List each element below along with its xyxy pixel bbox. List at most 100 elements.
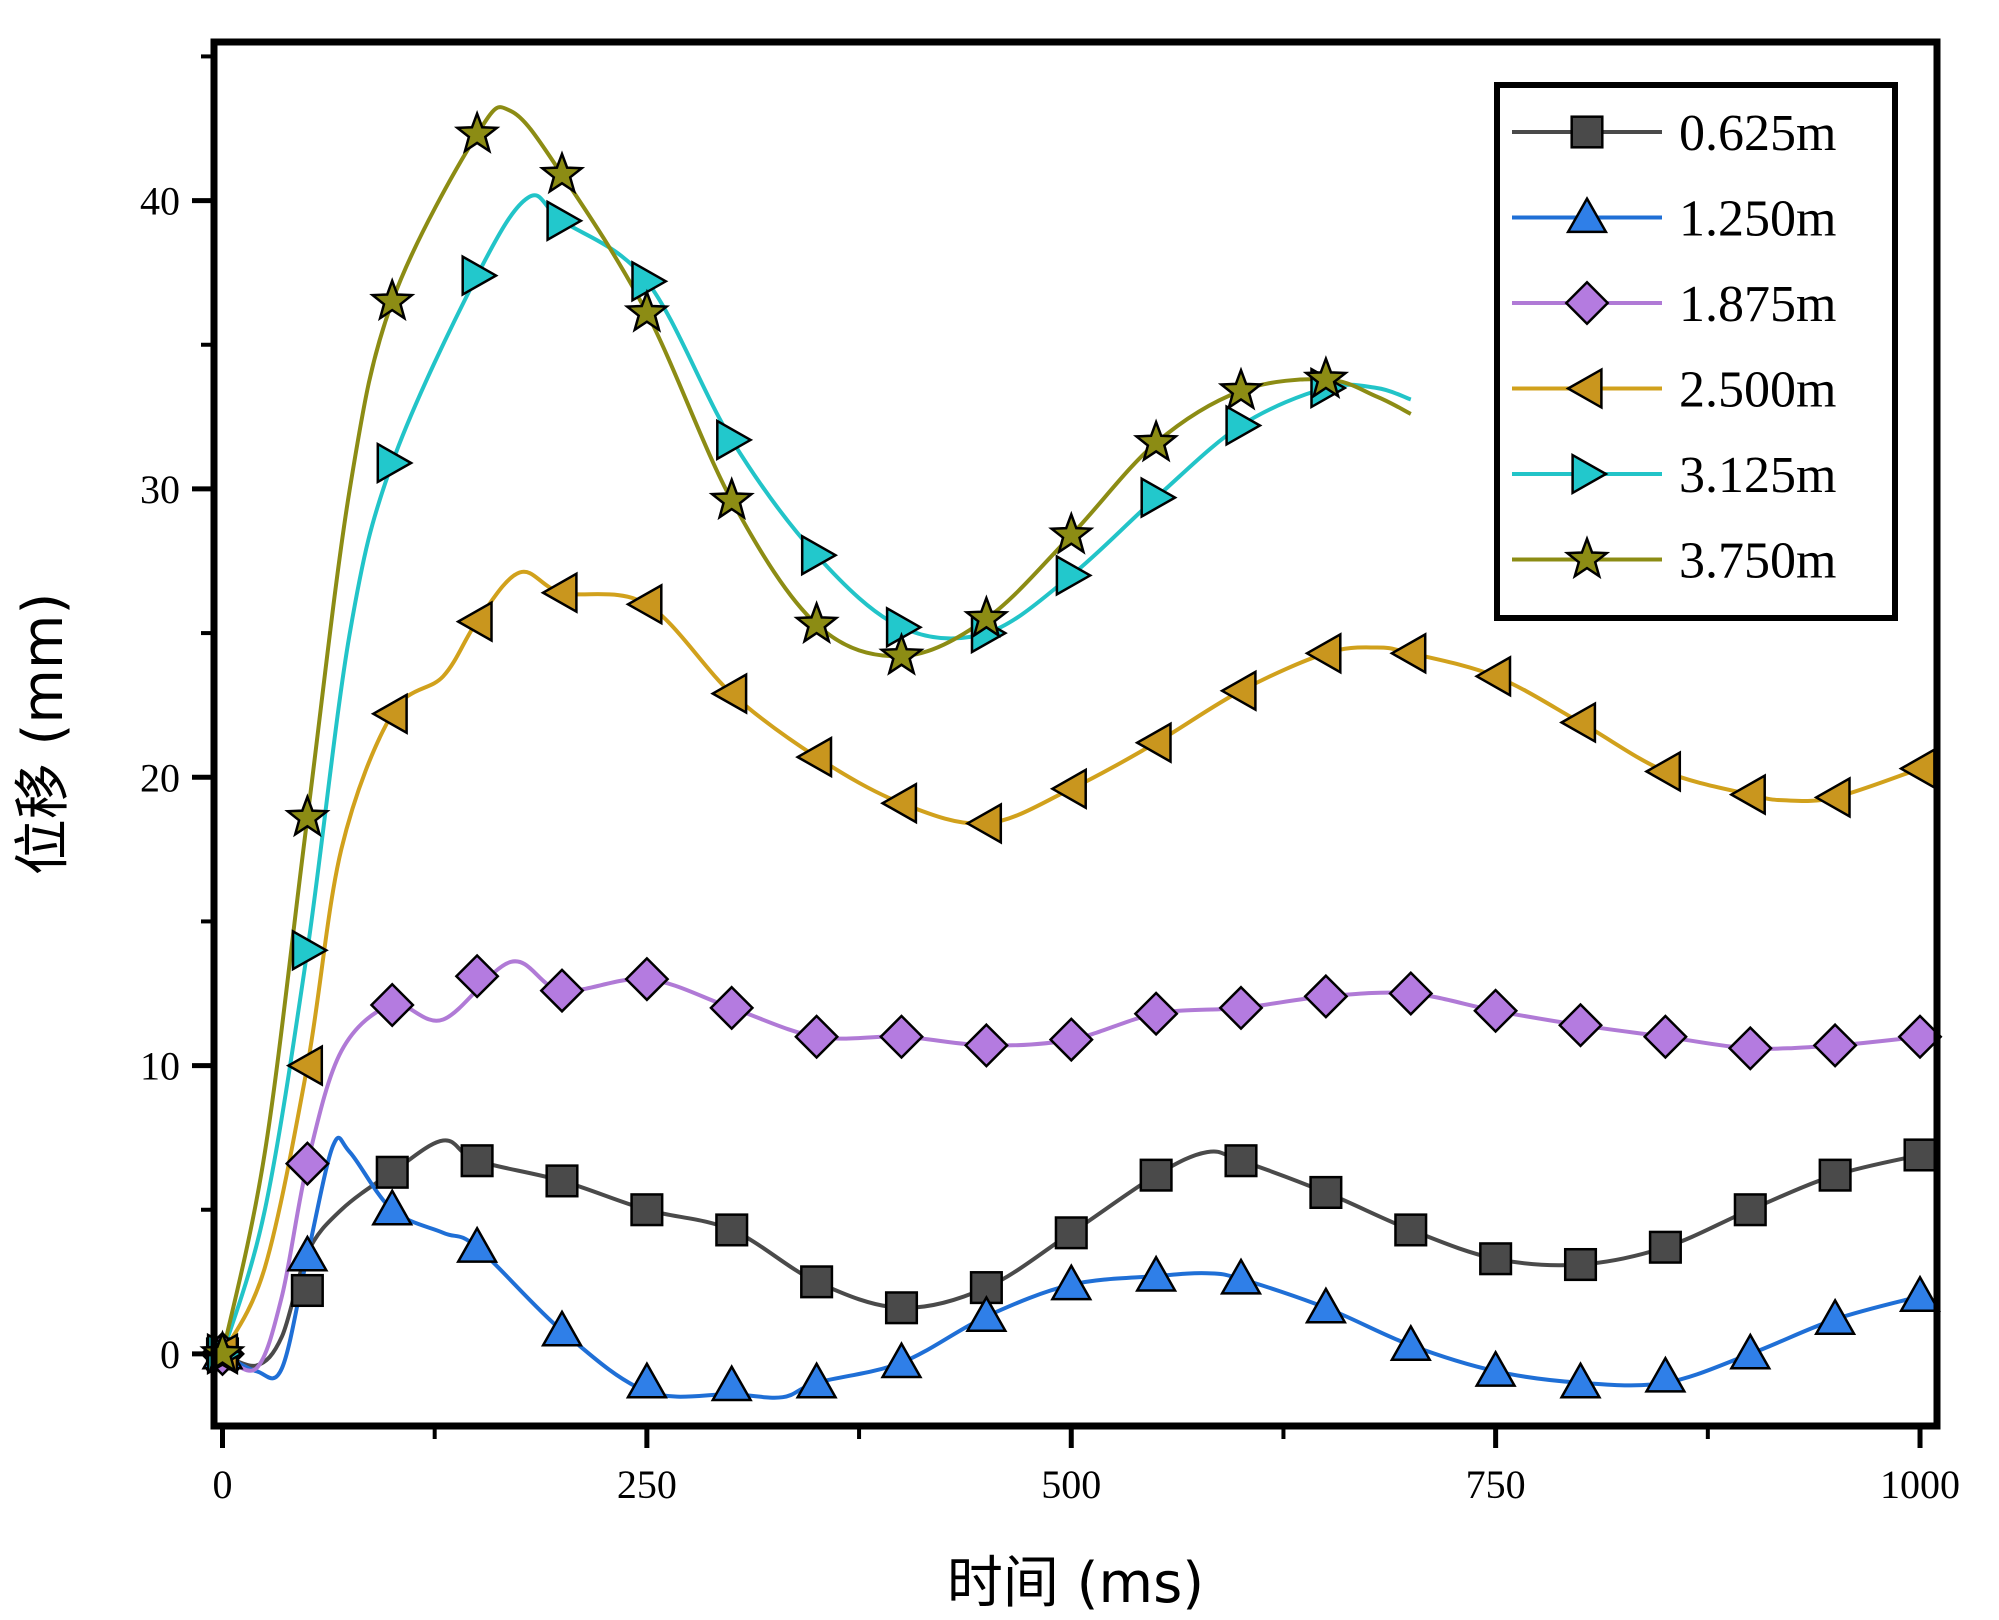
data-point-1.250m (1304, 1286, 1347, 1324)
data-point-0.625m (1563, 1247, 1598, 1282)
x-tick-label: 0 (212, 1462, 232, 1507)
data-point-0.625m (630, 1193, 664, 1227)
data-point-3.125m (885, 606, 923, 649)
data-point-1.875m (1473, 988, 1519, 1034)
data-point-1.875m (1642, 1014, 1688, 1060)
data-point-3.750m (453, 110, 501, 154)
data-point-1.875m (369, 982, 415, 1028)
data-point-2.500m (1559, 701, 1597, 744)
legend-marker (1565, 367, 1603, 410)
marker-layer (199, 110, 1943, 1402)
data-point-2.500m (1049, 767, 1087, 810)
data-point-1.875m (1303, 973, 1349, 1019)
data-point-1.875m (1048, 1017, 1094, 1063)
data-point-3.125m (1055, 554, 1093, 597)
legend-label: 3.125m (1679, 447, 1836, 504)
data-point-2.500m (964, 802, 1003, 845)
data-point-1.250m (1135, 1254, 1178, 1292)
data-point-3.750m (199, 1329, 246, 1374)
data-point-0.625m (1394, 1213, 1428, 1247)
legend-box (1494, 82, 1898, 621)
data-point-1.250m (286, 1234, 329, 1272)
data-point-1.875m (1812, 1022, 1858, 1068)
data-point-3.125m (461, 254, 499, 297)
data-point-2.500m (1304, 632, 1342, 675)
x-tick-label: 250 (617, 1462, 677, 1507)
data-point-1.875m (1388, 971, 1434, 1016)
data-point-3.750m (878, 631, 925, 676)
data-point-3.125m (376, 441, 414, 485)
data-point-3.750m (284, 793, 331, 838)
data-point-3.750m (1217, 366, 1265, 411)
x-axis-title: 时间 (ms) (947, 1551, 1204, 1616)
data-point-1.250m (371, 1188, 414, 1226)
data-point-3.750m (1048, 510, 1095, 555)
data-point-0.625m (1309, 1175, 1343, 1210)
data-point-0.625m (1818, 1158, 1852, 1192)
data-point-2.500m (1643, 750, 1682, 793)
y-tick-label: 0 (160, 1332, 180, 1377)
y-tick-label: 20 (140, 755, 180, 800)
data-point-1.250m (710, 1364, 753, 1402)
legend-label: 0.625m (1679, 105, 1836, 162)
legend-marker (1564, 280, 1610, 326)
data-point-2.500m (285, 1044, 324, 1087)
data-point-1.250m (1814, 1297, 1857, 1335)
data-point-1.875m (284, 1141, 330, 1187)
data-point-1.875m (539, 968, 585, 1014)
data-point-0.625m (884, 1291, 919, 1325)
data-point-3.750m (1132, 418, 1180, 463)
legend-marker (1570, 115, 1604, 149)
data-point-3.750m (623, 288, 671, 333)
data-point-3.125m (291, 929, 329, 972)
data-point-2.500m (1728, 773, 1766, 816)
data-point-3.750m (963, 594, 1010, 639)
data-point-3.750m (1302, 355, 1350, 400)
data-point-1.250m (625, 1361, 668, 1399)
legend: 0.625m 1.250m 1.875m 2.500m 3.125m 3.750m (1494, 82, 1898, 621)
plot-frame (210, 38, 1941, 1430)
data-point-1.250m (540, 1309, 584, 1347)
legend-marker (1563, 535, 1611, 580)
data-point-0.625m (1479, 1242, 1513, 1276)
y-tick-label: 10 (140, 1044, 180, 1089)
data-point-1.250m (456, 1225, 499, 1263)
legend-label: 1.875m (1679, 276, 1836, 333)
data-point-1.250m (1050, 1263, 1093, 1301)
data-point-2.500m (625, 583, 663, 626)
data-point-0.625m (1139, 1158, 1173, 1192)
data-point-1.875m (1727, 1025, 1773, 1071)
data-point-3.750m (793, 600, 840, 645)
legend-label: 1.250m (1679, 191, 1836, 248)
data-point-1.250m (880, 1341, 923, 1379)
data-point-0.625m (1903, 1138, 1937, 1172)
data-point-1.875m (963, 1022, 1009, 1068)
data-point-1.875m (1558, 1002, 1603, 1048)
data-point-0.625m (545, 1164, 579, 1198)
data-point-2.500m (880, 782, 918, 825)
data-point-1.875m (1133, 991, 1179, 1037)
data-point-2.500m (1813, 776, 1851, 819)
data-point-0.625m (1648, 1230, 1682, 1264)
data-point-3.125m (716, 418, 754, 461)
data-point-1.250m (1644, 1355, 1687, 1393)
data-point-2.500m (455, 600, 493, 643)
data-point-3.750m (538, 150, 586, 195)
data-point-1.250m (795, 1361, 838, 1399)
y-tick-label: 30 (140, 467, 180, 512)
data-point-3.125m (800, 534, 839, 577)
legend-label: 3.750m (1679, 533, 1836, 590)
data-point-1.250m (1729, 1332, 1772, 1370)
data-point-1.250m (1219, 1257, 1263, 1295)
tick-layer: 0 250 500 750 1000 0 10 20 30 40 (140, 54, 1960, 1507)
data-point-1.250m (1474, 1349, 1517, 1387)
data-point-2.500m (540, 571, 578, 614)
data-point-0.625m (290, 1273, 324, 1308)
data-point-0.625m (1054, 1216, 1088, 1250)
data-point-1.250m (1559, 1361, 1602, 1399)
data-point-1.875m (709, 985, 755, 1031)
x-tick-label: 750 (1466, 1462, 1526, 1507)
x-tick-label: 1000 (1880, 1462, 1960, 1507)
legend-label: 2.500m (1679, 362, 1836, 419)
data-point-1.250m (965, 1294, 1008, 1333)
